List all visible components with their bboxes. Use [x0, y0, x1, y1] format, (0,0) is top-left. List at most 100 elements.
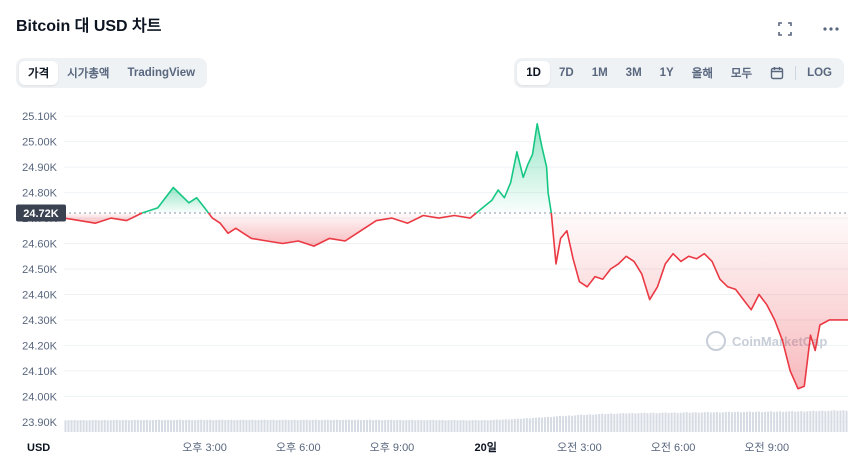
- volume-bar: [589, 414, 592, 432]
- volume-bar: [749, 411, 751, 432]
- volume-bar: [130, 420, 133, 432]
- volume-bar: [691, 412, 694, 432]
- fullscreen-icon[interactable]: [774, 18, 796, 40]
- volume-bar: [643, 412, 646, 432]
- volume-bar: [302, 419, 305, 432]
- volume-bar: [266, 420, 269, 432]
- volume-bar: [486, 420, 489, 432]
- y-tick-label: 24.40K: [22, 289, 58, 301]
- volume-bar: [326, 419, 329, 432]
- volume-bar: [432, 419, 435, 432]
- volume-bar: [595, 414, 598, 432]
- volume-bar: [127, 420, 130, 432]
- volume-bar: [830, 410, 833, 432]
- volume-bar: [239, 419, 242, 432]
- calendar-icon[interactable]: [761, 61, 793, 85]
- volume-bar: [794, 411, 797, 432]
- more-icon[interactable]: [820, 18, 842, 40]
- volume-bar: [809, 411, 812, 432]
- x-tick-label: 오전 3:00: [557, 441, 602, 454]
- volume-bar: [411, 419, 414, 432]
- volume-bar: [347, 419, 350, 432]
- range-7d[interactable]: 7D: [558, 67, 574, 79]
- volume-bar: [721, 412, 724, 432]
- volume-bar: [254, 420, 257, 432]
- volume-bar: [115, 419, 118, 432]
- price-line: [63, 123, 848, 390]
- volume-bar: [248, 419, 251, 432]
- volume-bar: [489, 420, 492, 432]
- range-3m[interactable]: 3M: [625, 67, 642, 79]
- volume-bar: [745, 411, 748, 432]
- y-tick-label: 24.60K: [22, 239, 58, 251]
- tab-tradingview[interactable]: TradingView: [127, 67, 196, 79]
- volume-bar: [516, 418, 519, 432]
- volume-bar: [320, 419, 323, 432]
- volume-bar: [441, 419, 444, 432]
- volume-bar: [423, 420, 426, 432]
- volume-bar: [100, 420, 103, 432]
- volume-bar: [112, 420, 115, 432]
- volume-bar: [182, 420, 185, 432]
- volume-bar: [540, 417, 543, 432]
- volume-bar: [818, 410, 821, 432]
- tab-market-cap[interactable]: 시가총액: [67, 68, 110, 80]
- volume-bar: [495, 419, 498, 432]
- volume-bar: [139, 420, 142, 432]
- y-tick-label: 24.90K: [22, 162, 58, 174]
- volume-bar: [435, 420, 438, 432]
- volume-bar: [553, 416, 555, 432]
- x-tick-label: 오후 9:00: [370, 441, 415, 454]
- volume-bar: [727, 411, 730, 432]
- volume-bar: [670, 412, 673, 432]
- volume-bar: [501, 419, 504, 432]
- range-1m[interactable]: 1M: [591, 67, 608, 79]
- volume-bar: [556, 416, 559, 432]
- volume-bar: [758, 411, 761, 432]
- current-price-label: 24.72K: [16, 204, 66, 222]
- volume-bar: [278, 419, 281, 432]
- volume-bar: [390, 419, 393, 432]
- volume-bar: [839, 410, 842, 432]
- price-area: [64, 123, 848, 389]
- range-1y[interactable]: 1Y: [659, 67, 674, 79]
- volume-bar: [791, 411, 794, 432]
- log-scale-toggle[interactable]: LOG: [807, 67, 832, 79]
- volume-bar: [332, 419, 335, 432]
- volume-bar: [776, 411, 779, 432]
- tab-price[interactable]: 가격: [19, 61, 59, 85]
- volume-bar: [170, 420, 173, 432]
- range-ytd[interactable]: 올해: [691, 68, 713, 80]
- volume-bar: [658, 412, 661, 432]
- volume-bar: [836, 410, 839, 432]
- x-tick-label: 오후 6:00: [276, 441, 321, 454]
- volume-bar: [245, 420, 248, 432]
- volume-bar: [85, 420, 88, 432]
- volume-bar: [739, 412, 742, 432]
- volume-bar: [601, 413, 604, 432]
- volume-bar: [800, 411, 803, 432]
- volume-bar: [507, 419, 510, 432]
- volume-bar: [185, 419, 188, 432]
- volume-bar: [712, 412, 715, 432]
- price-chart-svg: CoinMarketCap 25.10K25.00K24.90K24.80K24…: [16, 111, 848, 454]
- price-chart[interactable]: CoinMarketCap 25.10K 25.00K 24.90K 24.80K 24…: [0, 96, 860, 460]
- volume-bar: [628, 413, 631, 432]
- volume-bar: [200, 419, 203, 432]
- volume-bar: [426, 420, 429, 432]
- volume-bar: [281, 419, 284, 432]
- volume-bar: [652, 412, 655, 432]
- volume-bar: [767, 411, 770, 432]
- volume-bar: [498, 419, 501, 432]
- volume-bar: [161, 420, 163, 432]
- volume-bar: [718, 412, 721, 432]
- range-1d[interactable]: 1D: [517, 61, 550, 85]
- volume-bar: [287, 420, 290, 432]
- range-all[interactable]: 모두: [730, 68, 753, 80]
- volume-bar: [224, 420, 227, 432]
- volume-bar: [736, 411, 739, 432]
- y-tick-label: 24.00K: [22, 391, 58, 403]
- chart-type-tabs: 가격 시가총액 TradingView: [16, 58, 208, 88]
- volume-bar: [145, 419, 148, 432]
- volume-bar: [706, 411, 709, 432]
